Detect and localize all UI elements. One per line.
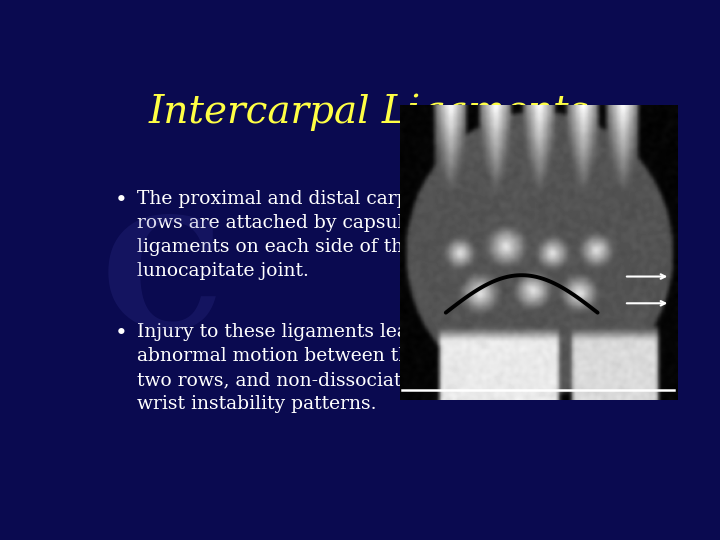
Text: The proximal and distal carpal
rows are attached by capsular
ligaments on each s: The proximal and distal carpal rows are … [138, 190, 426, 280]
Text: Intercarpal Ligaments: Intercarpal Ligaments [149, 94, 589, 132]
Text: •: • [115, 190, 128, 210]
Text: C: C [492, 211, 614, 360]
Text: •: • [115, 322, 128, 342]
Text: Injury to these ligaments leads to
abnormal motion between the
two rows, and non: Injury to these ligaments leads to abnor… [138, 322, 454, 414]
Text: C: C [102, 211, 223, 360]
